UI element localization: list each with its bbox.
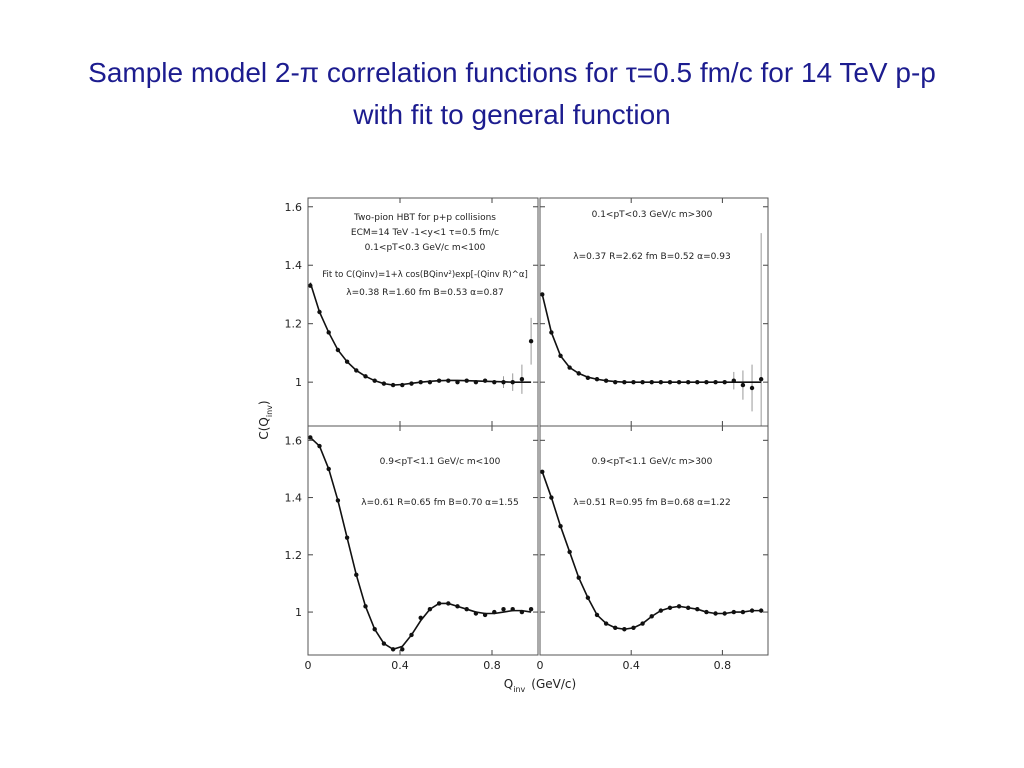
data-point (400, 647, 405, 652)
y-tick-label: 1.6 (285, 201, 303, 214)
panel-frame (539, 425, 769, 656)
panel-annotation: 0.1<pT<0.3 GeV/c m>300 (592, 210, 713, 220)
x-axis-label: Qinv (GeV/c) (504, 677, 576, 694)
x-tick-label: 0 (305, 659, 312, 672)
fit-line (541, 471, 762, 631)
data-point (501, 607, 506, 612)
y-tick-label: 1.4 (285, 492, 303, 505)
panel-annotation: λ=0.37 R=2.62 fm B=0.52 α=0.93 (573, 252, 730, 262)
panel-annotation: 0.9<pT<1.1 GeV/c m<100 (380, 457, 501, 467)
x-tick-label: 0.8 (483, 659, 501, 672)
y-tick-label: 1 (295, 606, 302, 619)
panel-annotation: Two-pion HBT for p+p collisions (353, 213, 496, 223)
y-tick-label: 1.4 (285, 259, 303, 272)
y-tick-label: 1 (295, 376, 302, 389)
data-point (749, 385, 755, 391)
y-tick-label: 1.2 (285, 549, 303, 562)
data-point (528, 607, 534, 612)
y-label-text: C(Q (257, 417, 271, 440)
data-point (528, 339, 534, 344)
plot-area (308, 282, 534, 394)
x-tick-label: 0 (537, 659, 544, 672)
y-label-subscript: inv (265, 405, 274, 417)
x-label-subscript: inv (513, 685, 525, 694)
x-tick-label: 0.4 (622, 659, 640, 672)
panel-frame (539, 197, 769, 427)
panel-annotation: ECM=14 TeV -1<y<1 τ=0.5 fm/c (351, 228, 499, 238)
y-tick-label: 1.6 (285, 434, 303, 447)
panel-annotation: λ=0.61 R=0.65 fm B=0.70 α=1.55 (361, 498, 518, 508)
data-point (519, 377, 525, 382)
slide-title: Sample model 2-π correlation functions f… (88, 57, 936, 130)
x-label-text: Q (504, 677, 513, 691)
y-label-tail: ) (257, 400, 271, 405)
fit-line (309, 282, 532, 386)
panel-annotation: 0.9<pT<1.1 GeV/c m>300 (592, 457, 713, 467)
plot-area (308, 435, 534, 652)
plot-area (540, 469, 764, 632)
fit-line (541, 294, 762, 383)
panel-frame (307, 425, 539, 656)
fit-line (309, 436, 532, 651)
x-label-unit: (GeV/c) (531, 677, 576, 691)
data-point (740, 382, 746, 388)
panel-annotation: 0.1<pT<0.3 GeV/c m<100 (365, 243, 486, 253)
panel-annotation: λ=0.38 R=1.60 fm B=0.53 α=0.87 (346, 288, 503, 298)
panel-annotation: λ=0.51 R=0.95 fm B=0.68 α=1.22 (573, 498, 730, 508)
y-tick-label: 1.2 (285, 318, 303, 331)
plot-area (540, 233, 764, 426)
x-tick-label: 0.8 (714, 659, 732, 672)
panel-annotation: Fit to C(Qinv)=1+λ cos(BQinv²)exp[-(Qinv… (322, 270, 528, 280)
x-tick-label: 0.4 (391, 659, 409, 672)
data-point (758, 377, 764, 382)
y-axis-label: C(Qinv) (257, 400, 274, 439)
